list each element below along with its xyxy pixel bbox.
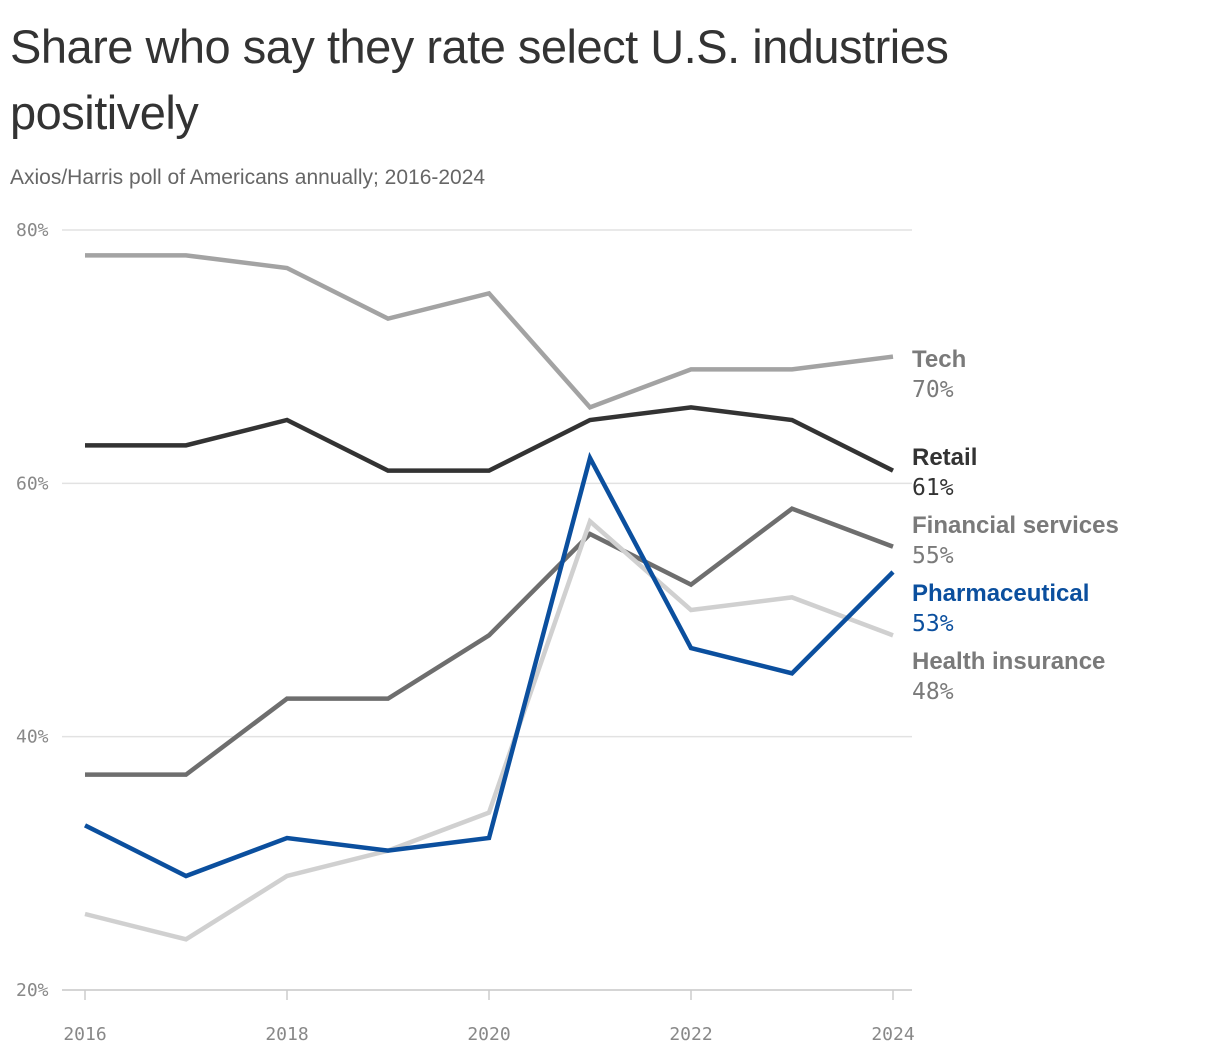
x-tick-label: 2018 <box>265 1024 308 1045</box>
x-tick-label: 2020 <box>467 1024 510 1045</box>
y-tick-label: 80% <box>16 220 49 241</box>
chart-title: Share who say they rate select U.S. indu… <box>10 20 949 139</box>
series-label: Pharmaceutical <box>912 580 1089 607</box>
series-label: Financial services <box>912 512 1119 539</box>
series-end-value: 53% <box>912 611 954 637</box>
series-label: Health insurance <box>912 648 1105 675</box>
y-tick-label: 40% <box>16 727 49 748</box>
y-tick-label: 20% <box>16 980 49 1001</box>
series-line-health-insurance <box>84 517 894 942</box>
series-label: Retail <box>912 444 977 471</box>
series-end-value: 55% <box>912 543 954 569</box>
x-tick-label: 2024 <box>871 1024 914 1045</box>
chart-subtitle: Axios/Harris poll of Americans annually;… <box>10 166 486 189</box>
series-end-value: 70% <box>912 377 954 403</box>
series-line-financial-services <box>85 506 894 777</box>
series-end-value: 48% <box>912 679 954 705</box>
x-tick-label: 2016 <box>63 1024 106 1045</box>
series-line-tech <box>85 253 894 410</box>
series-end-value: 61% <box>912 475 954 501</box>
series-label: Tech <box>912 346 966 373</box>
series-line-retail <box>85 405 895 473</box>
x-tick-label: 2022 <box>669 1024 712 1045</box>
y-tick-label: 60% <box>16 473 49 494</box>
